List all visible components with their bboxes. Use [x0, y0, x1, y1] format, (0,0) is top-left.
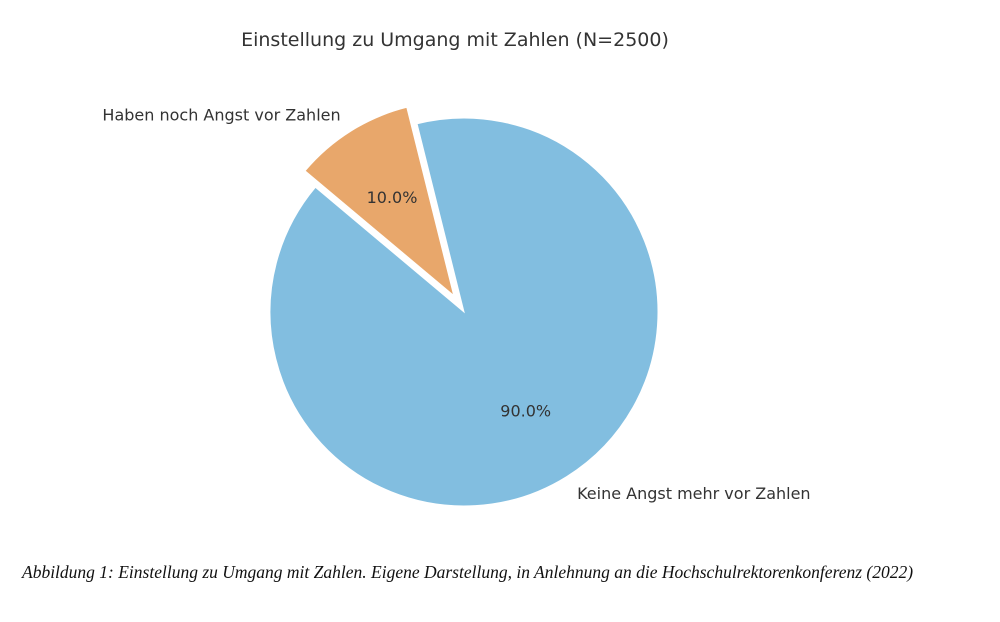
pie-chart: Einstellung zu Umgang mit Zahlen (N=2500…	[102, 29, 811, 507]
figure-caption: Abbildung 1: Einstellung zu Umgang mit Z…	[22, 562, 914, 582]
chart-title: Einstellung zu Umgang mit Zahlen (N=2500…	[241, 29, 669, 51]
slice-category-label: Haben noch Angst vor Zahlen	[102, 106, 340, 125]
slice-category-label: Keine Angst mehr vor Zahlen	[577, 484, 810, 503]
slice-value-label: 90.0%	[500, 402, 551, 421]
pie-slice	[304, 106, 455, 297]
slice-value-label: 10.0%	[367, 188, 418, 207]
pie-slice	[269, 117, 659, 507]
